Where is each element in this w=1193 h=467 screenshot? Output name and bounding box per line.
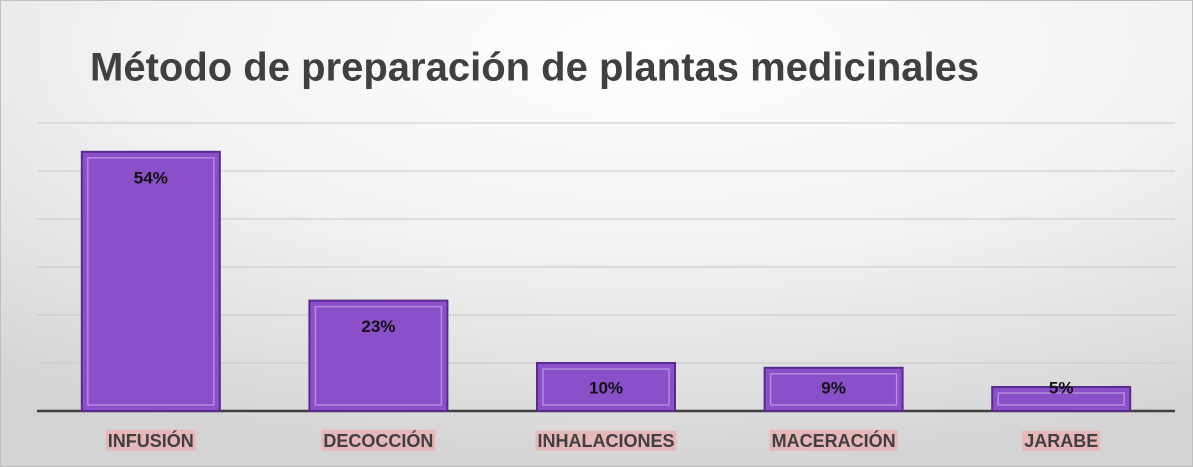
bar xyxy=(308,299,449,413)
x-tick-label-highlight xyxy=(105,429,196,451)
x-tick-label: DECOCCIÓN xyxy=(323,430,433,451)
value-label: 9% xyxy=(821,378,846,397)
bar-bevel xyxy=(542,368,670,406)
bar-bevel xyxy=(314,305,443,406)
bar-bevel xyxy=(87,157,215,406)
x-tick-label: MACERACIÓN xyxy=(772,430,896,451)
x-tick-label: INHALACIONES xyxy=(537,431,674,451)
chart-title: Método de preparación de plantas medicin… xyxy=(90,46,979,90)
bar xyxy=(80,150,221,413)
x-tick-label: JARABE xyxy=(1024,431,1098,451)
value-label: 54% xyxy=(134,168,168,187)
value-label: 10% xyxy=(589,378,623,397)
bar-bevel xyxy=(997,392,1125,406)
value-label: 5% xyxy=(1049,378,1074,397)
bar xyxy=(763,366,904,412)
bar-bevel xyxy=(769,373,898,406)
x-tick-label-highlight xyxy=(769,429,898,451)
x-tick-label-highlight xyxy=(1022,430,1101,451)
value-label: 23% xyxy=(361,317,395,336)
bar xyxy=(536,362,676,412)
x-tick-label-highlight xyxy=(535,430,677,451)
x-tick-label: INFUSIÓN xyxy=(108,430,194,451)
bar xyxy=(991,386,1132,412)
x-tick-label-highlight xyxy=(321,429,436,451)
